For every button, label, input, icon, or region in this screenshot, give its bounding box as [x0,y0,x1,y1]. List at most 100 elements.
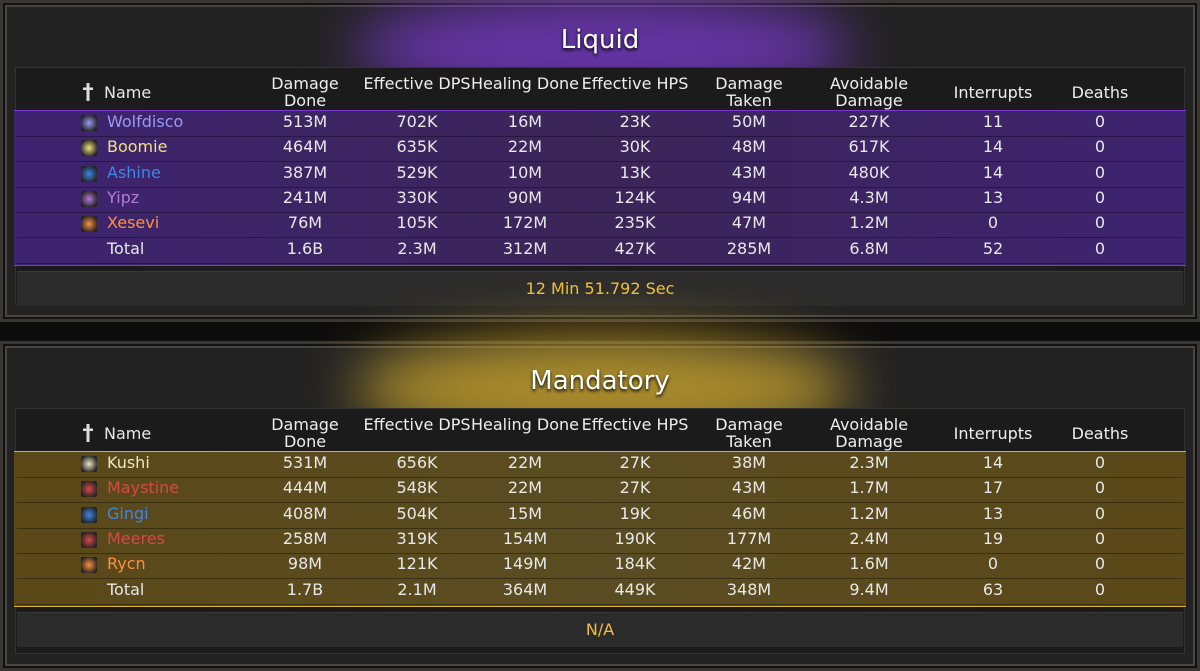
stat-value: 46M [731,503,767,523]
class-icon [81,165,97,182]
column-header: Avoidable Damage [829,415,909,451]
stat-value: 23K [619,112,651,131]
stat-value: 0 [987,213,999,233]
stat-value: 0 [1094,528,1106,548]
player-name: Maystine [107,478,180,498]
stat-value: 0 [1094,137,1106,157]
stat-value: 0 [1094,453,1106,472]
stat-value: 1.6M [849,554,889,574]
stat-value: 11 [982,112,1004,131]
column-header: Avoidable Damage [829,74,909,110]
class-icon [81,190,97,207]
player-name: Rycn [107,554,146,574]
stat-value: 30K [619,137,651,157]
stat-value: 27K [619,453,651,472]
stat-value: 22M [507,137,543,157]
stat-value: 387M [282,162,328,182]
stat-value: 63 [982,579,1004,599]
stat-value: 0 [1094,579,1106,599]
stat-value: 47M [731,213,767,233]
team-panel: Mandatory Name Damage Done Effective DPS Hea… [0,334,1200,671]
stat-value: 16M [507,112,543,131]
stat-value: 9.4M [849,579,889,599]
column-header: Effective DPS [363,415,471,434]
player-name: Boomie [107,137,168,157]
class-icon [81,531,97,548]
stat-value: 38M [731,453,767,472]
player-name: Kushi [107,453,150,472]
player-row: Gingi 408M 504K 15M 19K 46M 1.2M 13 0 [17,504,1183,529]
column-header: Interrupts [953,83,1033,102]
column-header: Deaths [1071,424,1129,443]
player-row: Xesevi 76M 105K 172M 235K 47M 1.2M 0 0 [17,213,1183,239]
stat-value: 0 [1094,187,1106,207]
column-header: Interrupts [953,424,1033,443]
stat-value: 52 [982,238,1004,258]
stat-value: 0 [1094,213,1106,233]
stat-value: 1.6B [286,238,324,258]
stat-value: 94M [731,187,767,207]
stat-value: 656K [396,453,438,472]
stat-value: 408M [282,503,328,523]
column-header: Damage Taken [715,415,783,451]
stat-value: 513M [282,112,328,131]
stat-value: 22M [507,453,543,472]
class-icon [81,557,97,574]
stat-value: 19K [619,503,651,523]
stat-value: 50M [731,112,767,131]
stat-value: 17 [982,478,1004,498]
stat-value: 14 [982,137,1004,157]
player-row: Maystine 444M 548K 22M 27K 43M 1.7M 17 0 [17,478,1183,504]
player-row: Yipz 241M 330K 90M 124K 94M 4.3M 13 0 [17,188,1183,213]
column-header: Damage Done [271,74,339,110]
team-panel: Liquid Name Damage Done Effective DPS Healin… [0,0,1200,322]
stat-value: 121K [396,554,438,574]
player-row: Ashine 387M 529K 10M 13K 43M 480K 14 0 [17,163,1183,188]
stat-value: 364M [502,579,548,599]
column-header: Damage Taken [715,74,783,110]
stat-value: 2.1M [397,579,437,599]
stat-value: 0 [1094,162,1106,182]
player-name: Xesevi [107,213,160,233]
stat-value: 1.7B [286,579,324,599]
stat-value: 227K [848,112,890,131]
stat-value: 449K [614,579,656,599]
stat-value: 1.7M [849,478,889,498]
stat-value: 258M [282,528,328,548]
stat-value: 13 [982,187,1004,207]
team-title: Mandatory [530,366,670,396]
stat-value: 149M [502,554,548,574]
stat-value: 14 [982,162,1004,182]
class-icon [81,506,97,523]
stat-value: 241M [282,187,328,207]
stat-value: 27K [619,478,651,498]
total-label: Total [107,238,145,258]
stat-value: 312M [502,238,548,258]
player-row: Wolfdisco 513M 702K 16M 23K 50M 227K 11 0 [17,112,1183,137]
column-header: Damage Done [271,415,339,451]
stat-value: 98M [287,554,323,574]
stat-value: 10M [507,162,543,182]
role-icon [83,424,93,442]
header-name: Name [104,424,152,443]
stat-value: 2.4M [849,528,889,548]
stat-value: 13 [982,503,1004,523]
stat-value: 548K [396,478,438,498]
stat-value: 2.3M [397,238,437,258]
player-row: Rycn 98M 121K 149M 184K 42M 1.6M 0 0 [17,554,1183,580]
stat-value: 0 [1094,478,1106,498]
class-icon [81,481,97,498]
stat-value: 617K [848,137,890,157]
stat-value: 43M [731,162,767,182]
player-row: Meeres 258M 319K 154M 190K 177M 2.4M 19 0 [17,529,1183,554]
stat-value: 319K [396,528,438,548]
column-header: Effective HPS [581,415,689,434]
stat-value: 154M [502,528,548,548]
player-name: Gingi [107,503,149,523]
stat-value: 15M [507,503,543,523]
stat-value: 348M [726,579,772,599]
stat-value: 14 [982,453,1004,472]
stat-value: 504K [396,503,438,523]
player-row: Boomie 464M 635K 22M 30K 48M 617K 14 0 [17,137,1183,163]
stat-value: 702K [396,112,438,131]
